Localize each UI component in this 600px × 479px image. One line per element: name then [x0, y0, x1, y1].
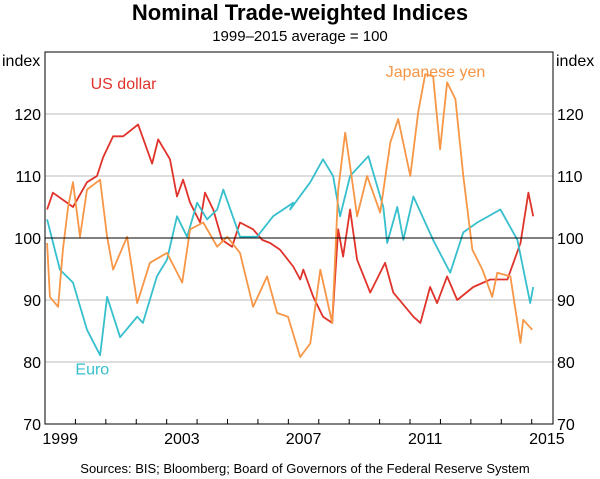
x-tick-1999: 1999 — [42, 431, 78, 448]
y-tick-left-110: 110 — [15, 169, 41, 186]
y-tick-left-70: 70 — [23, 417, 41, 434]
x-tick-2003: 2003 — [164, 431, 200, 448]
y-axis-label-left: index — [2, 53, 40, 70]
y-tick-left-120: 120 — [14, 107, 41, 124]
series-label-japanese-yen: Japanese yen — [386, 64, 486, 81]
chart-title: Nominal Trade-weighted Indices — [132, 0, 468, 25]
y-tick-right-110: 110 — [557, 169, 583, 186]
series-line-us-dollar — [46, 123, 535, 324]
y-tick-right-90: 90 — [557, 293, 575, 310]
x-tick-2011: 2011 — [408, 431, 443, 448]
x-tick-2007: 2007 — [286, 431, 322, 448]
chart-subtitle: 1999–2015 average = 100 — [212, 28, 388, 45]
series-lines — [45, 73, 553, 358]
plot-frame — [44, 51, 554, 425]
y-tick-left-80: 80 — [23, 355, 41, 372]
y-tick-right-100: 100 — [557, 231, 584, 248]
y-tick-right-80: 80 — [557, 355, 575, 372]
y-tick-right-70: 70 — [557, 417, 575, 434]
y-tick-right-120: 120 — [557, 107, 584, 124]
x-tick-2015: 2015 — [529, 431, 565, 448]
tick-labels: 70 70 80 80 90 90 100 100 110 110 120 120 1999 2003 20… — [14, 107, 584, 448]
series-label-us-dollar: US dollar — [91, 76, 157, 93]
source-note: Sources: BIS; Bloomberg; Board of Govern… — [80, 461, 529, 476]
y-tick-left-100: 100 — [14, 231, 41, 248]
series-line-euro — [46, 155, 535, 357]
y-axis-label-right: index — [556, 53, 594, 70]
series-line-japanese-yen — [46, 73, 533, 358]
series-labels: US dollar Euro Japanese yen — [75, 64, 485, 379]
y-tick-left-90: 90 — [23, 293, 41, 310]
series-label-euro: Euro — [75, 361, 109, 378]
